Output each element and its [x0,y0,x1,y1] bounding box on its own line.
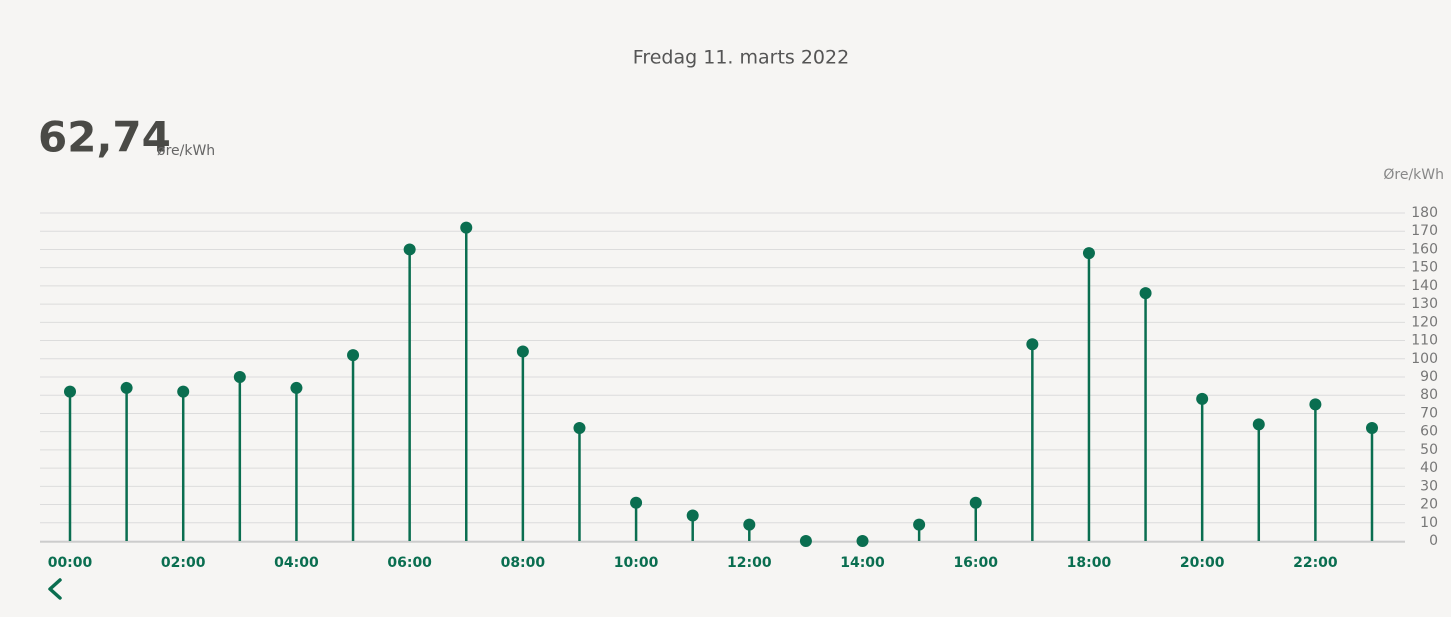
dot [573,422,586,435]
dot [347,349,360,362]
dot [969,496,982,509]
dot [1139,287,1152,300]
x-tick-label: 14:00 [840,555,885,571]
y-tick-label: 70 [1420,405,1438,421]
dot [460,221,473,234]
dot [686,509,699,522]
y-tick-label: 180 [1411,205,1438,221]
y-tick-label: 150 [1411,260,1438,276]
y-tick-label: 100 [1411,351,1438,367]
x-tick-label: 04:00 [274,555,319,571]
y-tick-label: 90 [1420,369,1438,385]
dot [120,381,133,394]
dot [1026,338,1039,351]
x-tick-label: 22:00 [1293,555,1338,571]
y-tick-label: 160 [1411,241,1438,257]
x-tick-label: 18:00 [1067,555,1112,571]
date-title: Fredag 11. marts 2022 [633,47,849,69]
x-tick-label: 08:00 [501,555,546,571]
y-axis-label: Øre/kWh [1383,167,1444,183]
dot [913,518,926,531]
dot [177,385,190,398]
x-tick-label: 10:00 [614,555,659,571]
current-price: 62,74 [38,113,171,162]
x-tick-label: 06:00 [387,555,432,571]
dot [743,518,756,531]
x-tick-label: 02:00 [161,555,206,571]
y-tick-label: 110 [1411,333,1438,349]
back-button[interactable] [48,578,62,600]
dot [1196,392,1209,405]
dot [233,371,246,383]
y-tick-label: 140 [1411,278,1438,294]
y-tick-label: 170 [1411,223,1438,239]
x-tick-label: 20:00 [1180,555,1225,571]
back-arrow[interactable] [48,578,62,600]
x-tick-label: 00:00 [48,555,93,571]
dot [1309,398,1322,411]
y-tick-label: 80 [1420,387,1438,403]
y-tick-label: 130 [1411,296,1438,312]
y-tick-label: 60 [1420,424,1438,440]
y-tick-label: 20 [1420,497,1438,513]
dot [1082,247,1095,260]
dot [290,381,303,394]
y-tick-label: 30 [1420,478,1438,494]
dot [630,496,643,509]
y-tick-label: 10 [1420,515,1438,531]
dot [64,385,76,398]
dot [403,243,416,256]
dot [1366,422,1378,435]
y-tick-label: 50 [1420,442,1438,458]
x-tick-label: 12:00 [727,555,772,571]
dot [516,345,529,358]
price-unit: øre/kWh [157,143,215,159]
dot [1252,418,1265,431]
y-tick-label: 40 [1420,460,1438,476]
y-tick-label: 0 [1429,533,1438,549]
dot [856,535,869,547]
y-tick-label: 120 [1411,314,1438,330]
x-tick-label: 16:00 [953,555,998,571]
dot [799,535,812,547]
